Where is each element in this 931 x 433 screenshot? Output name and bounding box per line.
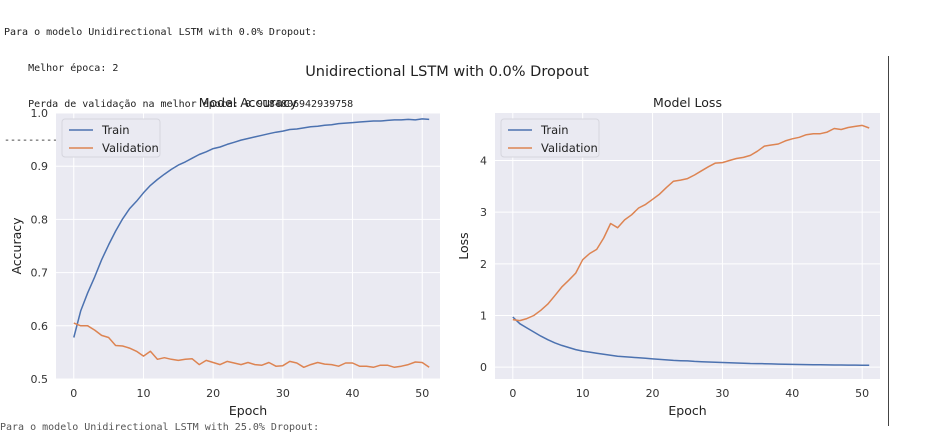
legend-label: Train (540, 123, 569, 137)
y-tick-label: 0.8 (31, 213, 49, 226)
legend-label: Validation (102, 141, 159, 155)
x-axis-label: Epoch (668, 403, 706, 418)
y-tick-label: 3 (480, 206, 487, 219)
y-tick-label: 2 (480, 258, 487, 271)
x-tick-label: 30 (715, 387, 729, 400)
x-tick-label: 10 (576, 387, 590, 400)
y-tick-label: 4 (480, 155, 487, 168)
console-line: Para o modelo Unidirectional LSTM with 0… (4, 27, 318, 38)
y-tick-label: 0 (480, 361, 487, 374)
accuracy-chart: 0 10 20 30 40 50 0.5 0.6 0.7 0.8 0.9 1.0 Model Accur… (9, 95, 440, 418)
y-tick-label: 0.9 (31, 160, 49, 173)
series-line-train (73, 118, 430, 338)
x-tick-label: 20 (646, 387, 660, 400)
y-tick-label: 0.5 (31, 373, 49, 386)
legend-label: Validation (541, 141, 598, 155)
y-tick-label: 0.6 (31, 320, 49, 333)
series-line-validation (512, 124, 870, 322)
y-axis-label: Accuracy (9, 217, 24, 275)
chart-title: Model Accuracy (199, 95, 298, 110)
x-tick-label: 50 (415, 387, 429, 400)
x-tick-label: 40 (785, 387, 799, 400)
x-tick-label: 20 (206, 387, 220, 400)
console-line: Perda de validação na melhor época: 0.91… (4, 99, 354, 110)
x-tick-label: 30 (276, 387, 290, 400)
y-tick-label: 1.0 (31, 107, 49, 120)
x-tick-label: 50 (855, 387, 869, 400)
x-tick-label: 0 (509, 387, 516, 400)
output-scroll-divider (888, 56, 889, 426)
y-axis-label: Loss (456, 232, 471, 259)
x-tick-label: 0 (70, 387, 77, 400)
chart-title: Model Loss (653, 95, 722, 110)
y-tick-label: 1 (480, 309, 487, 322)
x-tick-label: 40 (346, 387, 360, 400)
console-line: Melhor época: 2 (4, 63, 119, 74)
y-tick-label: 0.7 (31, 267, 49, 280)
series-line-train (512, 316, 870, 366)
figure-suptitle: Unidirectional LSTM with 0.0% Dropout (305, 64, 589, 80)
loss-chart: 0 10 20 30 40 50 0 1 2 3 4 Model Loss Epoch Loss Train… (456, 95, 880, 418)
series-line-validation (73, 322, 430, 369)
console-next-line: Para o modelo Unidirectional LSTM with 2… (0, 422, 320, 433)
x-axis-label: Epoch (229, 403, 267, 418)
x-tick-label: 10 (136, 387, 150, 400)
legend-label: Train (101, 123, 130, 137)
